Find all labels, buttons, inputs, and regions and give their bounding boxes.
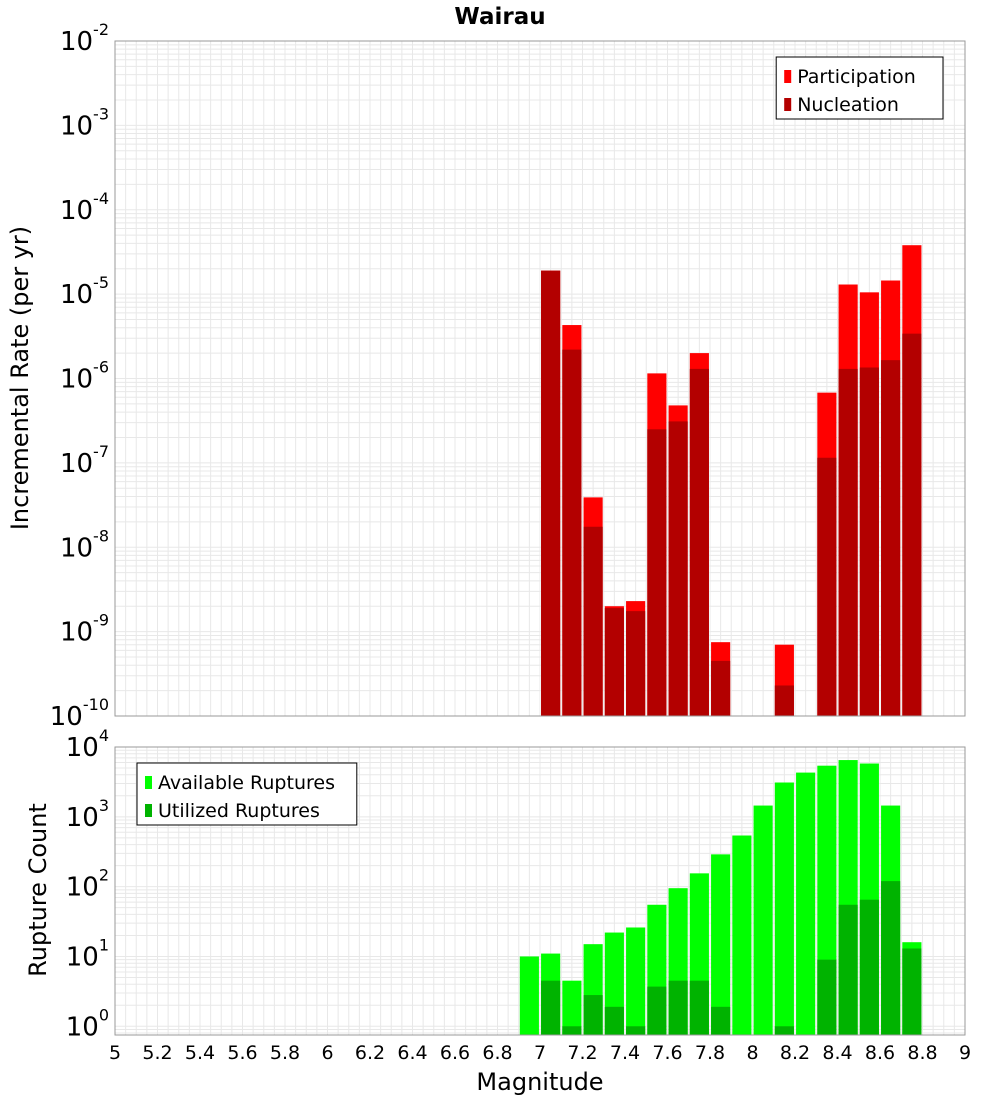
x-tick-label: 5.8 bbox=[270, 1042, 300, 1064]
grid-lines bbox=[115, 41, 965, 716]
y-tick-label: 10-8 bbox=[60, 526, 109, 563]
x-axis-label: Magnitude bbox=[476, 1068, 603, 1096]
x-tick-label: 5.6 bbox=[227, 1042, 257, 1064]
legend-box bbox=[775, 56, 944, 120]
bars bbox=[519, 760, 922, 1035]
x-tick-label: 6 bbox=[321, 1042, 333, 1064]
x-tick-label: 7.8 bbox=[695, 1042, 725, 1064]
x-tick-label: 7.4 bbox=[610, 1042, 640, 1064]
utilized-ruptures-bar bbox=[859, 899, 879, 1035]
utilized-ruptures-bar bbox=[562, 1026, 582, 1035]
utilized-ruptures-bar bbox=[902, 948, 922, 1035]
utilized-ruptures-bar bbox=[583, 995, 603, 1035]
nucleation-bar bbox=[881, 360, 901, 716]
y-tick-label: 104 bbox=[66, 726, 109, 763]
nucleation-bar bbox=[604, 608, 624, 716]
x-tick-label: 8.4 bbox=[822, 1042, 852, 1064]
x-tick-label: 6.4 bbox=[397, 1042, 427, 1064]
nucleation-bar bbox=[647, 429, 667, 716]
x-tick-label: 5 bbox=[109, 1042, 121, 1064]
available-ruptures-bar bbox=[562, 980, 582, 1035]
x-tick-label: 7 bbox=[534, 1042, 546, 1064]
legend-label: Available Ruptures bbox=[158, 772, 335, 794]
plot-frame bbox=[114, 746, 966, 1036]
top-y-axis-label: Incremental Rate (per yr) bbox=[6, 226, 34, 530]
available-ruptures-bar bbox=[711, 854, 731, 1035]
available-ruptures-bar bbox=[796, 772, 816, 1035]
legend: Available Ruptures Utilized Ruptures bbox=[136, 762, 358, 826]
x-tick-label: 5.4 bbox=[185, 1042, 215, 1064]
x-tick-label: 6.2 bbox=[355, 1042, 385, 1064]
legend-label: Utilized Ruptures bbox=[158, 800, 320, 822]
plot-frame bbox=[114, 40, 966, 717]
nucleation-bar bbox=[583, 526, 603, 716]
utilized-ruptures-bar bbox=[881, 881, 901, 1035]
utilized-ruptures-bar bbox=[689, 980, 709, 1035]
nucleation-bar bbox=[859, 367, 879, 716]
utilized-ruptures-bar bbox=[668, 980, 688, 1035]
y-tick-label: 10-7 bbox=[60, 442, 109, 479]
legend-box bbox=[136, 762, 358, 826]
utilized-ruptures-bar bbox=[604, 1006, 624, 1035]
x-tick-label: 8.8 bbox=[907, 1042, 937, 1064]
x-tick-label: 6.6 bbox=[440, 1042, 470, 1064]
nucleation-bar bbox=[562, 349, 582, 716]
x-tick-label: 7.2 bbox=[567, 1042, 597, 1064]
legend-swatch bbox=[145, 804, 152, 817]
nucleation-bar bbox=[541, 270, 561, 716]
bottom-y-axis-label: Rupture Count bbox=[24, 803, 52, 977]
available-ruptures-bar bbox=[626, 927, 646, 1035]
utilized-ruptures-bar bbox=[647, 986, 667, 1035]
nucleation-bar bbox=[689, 368, 709, 716]
utilized-ruptures-bar bbox=[774, 1026, 794, 1035]
available-ruptures-bar bbox=[753, 805, 773, 1035]
utilized-ruptures-bar bbox=[838, 904, 858, 1035]
available-ruptures-bar bbox=[519, 956, 539, 1035]
nucleation-bar bbox=[774, 685, 794, 716]
chart-title: Wairau bbox=[454, 4, 545, 30]
x-tick-label: 7.6 bbox=[652, 1042, 682, 1064]
nucleation-bar bbox=[626, 611, 646, 716]
x-tick-label: 6.8 bbox=[482, 1042, 512, 1064]
available-ruptures-bar bbox=[732, 835, 752, 1035]
x-tick-label: 8.6 bbox=[865, 1042, 895, 1064]
x-tick-label: 8.2 bbox=[780, 1042, 810, 1064]
available-ruptures-bar bbox=[774, 782, 794, 1035]
nucleation-bar bbox=[838, 368, 858, 716]
legend-swatch bbox=[145, 776, 152, 789]
utilized-ruptures-bar bbox=[817, 959, 837, 1035]
utilized-ruptures-bar bbox=[626, 1026, 646, 1035]
legend-swatch bbox=[784, 98, 792, 111]
x-tick-label: 9 bbox=[959, 1042, 971, 1064]
y-tick-label: 10-2 bbox=[60, 20, 109, 57]
utilized-ruptures-bar bbox=[541, 980, 561, 1035]
utilized-ruptures-bar bbox=[711, 1006, 731, 1035]
nucleation-bar bbox=[902, 333, 922, 716]
incremental-rate-plot: 10-1010-910-810-710-610-510-410-310-2Par… bbox=[50, 20, 966, 732]
legend-label: Participation bbox=[797, 66, 916, 88]
legend-swatch bbox=[784, 70, 792, 83]
nucleation-bar bbox=[711, 660, 731, 716]
nucleation-bar bbox=[817, 457, 837, 716]
legend-label: Nucleation bbox=[797, 94, 899, 116]
nucleation-bar bbox=[668, 421, 688, 716]
legend: Participation Nucleation bbox=[775, 56, 944, 120]
x-tick-label: 5.2 bbox=[142, 1042, 172, 1064]
bars bbox=[541, 245, 922, 717]
x-tick-label: 8 bbox=[746, 1042, 758, 1064]
x-tick-labels: 5 5.2 5.4 5.6 5.8 6 6.2 6.4 6.6 6.8 7 7.2 7.4 7.6 7.8 8… bbox=[109, 1042, 971, 1064]
